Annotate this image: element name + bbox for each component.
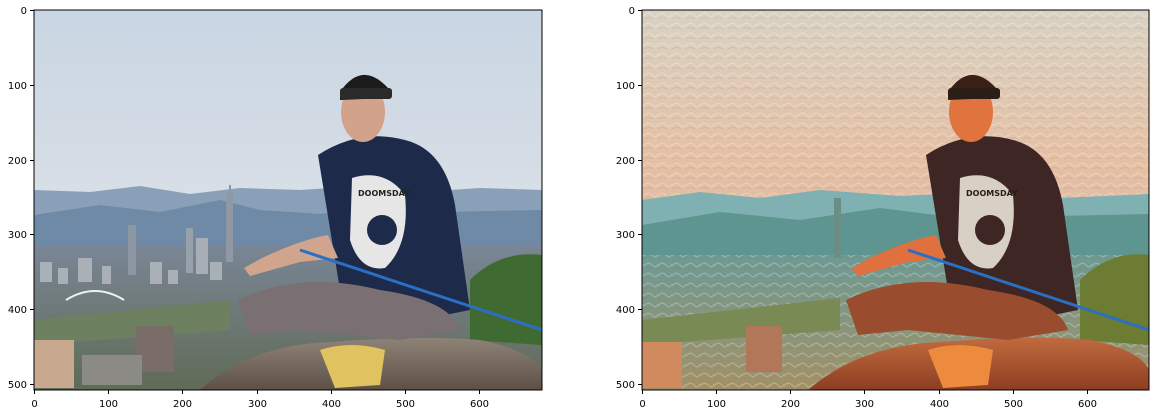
stylized-photo-image: DOOMSDAY (642, 10, 1149, 390)
x-tick-label: 200 (173, 399, 192, 410)
x-tick-label: 600 (1078, 399, 1097, 410)
x-tick-label: 300 (248, 399, 267, 410)
y-tick-label: 200 (8, 156, 27, 167)
x-tick-label: 0 (31, 399, 37, 410)
stylized-axes-frame (641, 9, 1150, 391)
y-tick-label: 500 (8, 380, 27, 391)
y-tick-label: 500 (616, 380, 635, 391)
shirt-print-text: DOOMSDAY (358, 189, 410, 198)
x-tick-label: 100 (707, 399, 726, 410)
stylized-y-axis: 0 100 200 300 400 500 (616, 6, 642, 391)
y-tick-label: 100 (8, 81, 27, 92)
stylized-photo-panel: DOOMSDAY 0 100 200 300 400 500 0 (616, 6, 1150, 410)
y-tick-label: 400 (616, 305, 635, 316)
x-tick-label: 600 (470, 399, 489, 410)
person-figure: DOOMSDAY (238, 74, 542, 388)
stylized-x-axis: 0 100 200 300 400 500 600 (639, 390, 1097, 410)
y-tick-label: 100 (616, 81, 635, 92)
y-tick-label: 400 (8, 305, 27, 316)
original-y-axis: 0 100 200 300 400 500 (8, 6, 34, 391)
y-tick-label: 300 (616, 230, 635, 241)
x-tick-label: 200 (781, 399, 800, 410)
original-axes-frame (33, 9, 543, 391)
y-tick-label: 0 (21, 6, 27, 17)
x-tick-label: 300 (855, 399, 874, 410)
x-tick-label: 500 (396, 399, 415, 410)
shirt-print-text: DOOMSDAY (966, 189, 1018, 198)
original-photo-image: DOOMSDAY (34, 10, 542, 390)
y-tick-label: 200 (616, 156, 635, 167)
y-tick-label: 0 (629, 6, 635, 17)
original-photo-panel: DOOMSDAY 0 100 200 300 400 500 (8, 6, 543, 410)
x-tick-label: 400 (930, 399, 949, 410)
original-x-axis: 0 100 200 300 400 500 600 (31, 390, 489, 410)
stylized-person-figure: DOOMSDAY (846, 74, 1149, 388)
y-tick-label: 300 (8, 230, 27, 241)
x-tick-label: 400 (322, 399, 341, 410)
x-tick-label: 0 (639, 399, 645, 410)
x-tick-label: 100 (99, 399, 118, 410)
x-tick-label: 500 (1004, 399, 1023, 410)
